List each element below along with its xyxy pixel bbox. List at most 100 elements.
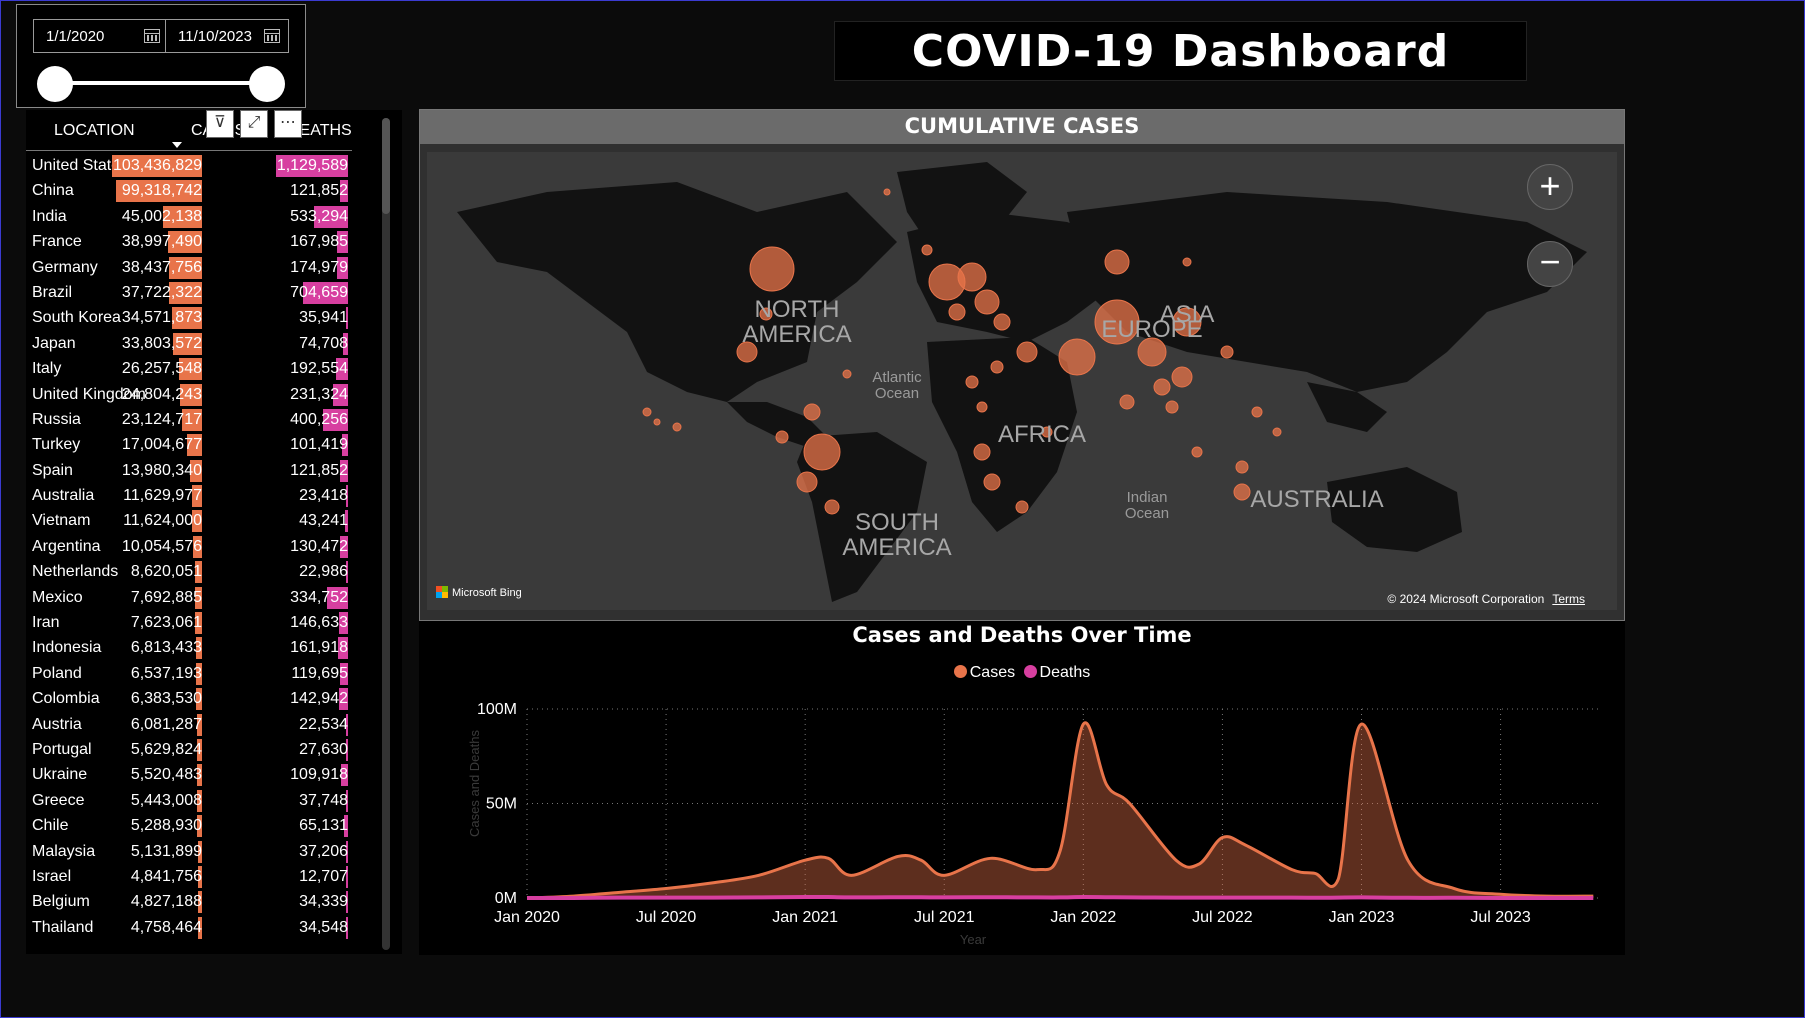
case-bubble[interactable] [993,313,1011,331]
case-bubble[interactable] [1191,446,1203,458]
table-row[interactable]: Turkey 17,004,677 101,419 [26,433,356,458]
case-bubble[interactable] [1251,406,1263,418]
case-bubble[interactable] [1165,400,1179,414]
map-canvas[interactable]: NORTH AMERICA SOUTH AMERICA EUROPE AFRICA ASIA… [427,152,1617,610]
zoom-in-button[interactable]: + [1527,164,1573,210]
slider-start-handle[interactable] [37,66,73,102]
case-bubble[interactable] [921,244,933,256]
case-bubble[interactable] [672,422,682,432]
case-bubble[interactable] [948,303,966,321]
case-bubble[interactable] [1220,345,1234,359]
world-map[interactable]: NORTH AMERICA SOUTH AMERICA EUROPE AFRICA ASIA… [427,152,1617,610]
case-bubble[interactable] [749,246,795,292]
cases-line[interactable] [526,721,1594,900]
table-scrollbar[interactable] [382,118,390,950]
table-row[interactable]: Chile 5,288,930 65,131 [26,814,356,839]
table-row[interactable]: Japan 33,803,572 74,708 [26,332,356,357]
table-row[interactable]: Thailand 4,758,464 34,548 [26,916,356,941]
case-bubble[interactable] [1153,378,1171,396]
table-row[interactable]: South Korea 34,571,873 35,941 [26,306,356,331]
case-bubble[interactable] [775,430,789,444]
case-bubble[interactable] [653,418,661,426]
case-bubble[interactable] [1015,500,1029,514]
deaths-line[interactable] [527,895,1594,900]
case-bubble[interactable] [1272,427,1282,437]
table-row[interactable]: Argentina 10,054,576 130,472 [26,535,356,560]
date-slider-track[interactable] [55,81,267,85]
case-bubble[interactable] [1104,249,1130,275]
case-bubble[interactable] [1041,426,1053,438]
table-row[interactable]: Germany 38,437,756 174,979 [26,256,356,281]
case-bubble[interactable] [883,188,891,196]
table-row[interactable]: Belgium 4,827,188 34,339 [26,890,356,915]
table-row[interactable]: Mexico 7,692,885 334,752 [26,586,356,611]
table-row[interactable]: Italy 26,257,548 192,554 [26,357,356,382]
table-row[interactable]: Colombia 6,383,530 142,942 [26,687,356,712]
sort-descending-icon[interactable] [172,142,182,148]
table-row[interactable]: Malaysia 5,131,899 37,206 [26,840,356,865]
table-row[interactable]: Russia 23,124,717 400,256 [26,408,356,433]
header-deaths[interactable]: DEATHS [288,122,352,139]
case-bubble[interactable] [842,369,852,379]
end-date-input[interactable]: 11/10/2023 [165,19,289,53]
slider-end-handle[interactable] [249,66,285,102]
case-bubble[interactable] [759,307,773,321]
filter-icon[interactable]: ⊽ [206,110,234,138]
case-bubble[interactable] [1233,483,1251,501]
case-bubble[interactable] [824,499,840,515]
table-row[interactable]: Brazil 37,722,322 704,659 [26,281,356,306]
case-bubble[interactable] [1119,394,1135,410]
table-row[interactable]: Israel 4,841,756 12,707 [26,865,356,890]
table-row[interactable]: United Kingdom 24,804,243 231,324 [26,383,356,408]
table-row[interactable]: United States 103,436,829 1,129,589 [26,154,356,179]
case-bubble[interactable] [965,375,979,389]
table-row[interactable]: Australia 11,629,977 23,418 [26,484,356,509]
header-location[interactable]: LOCATION [54,122,135,139]
case-bubble[interactable] [983,473,1001,491]
case-bubble[interactable] [1137,337,1167,367]
case-bubble[interactable] [976,401,988,413]
table-row[interactable]: Portugal 5,629,824 27,630 [26,738,356,763]
case-bubble[interactable] [1182,257,1192,267]
cases-databar [197,815,202,838]
case-bubble[interactable] [803,433,841,471]
calendar-icon[interactable] [144,29,160,43]
bing-attribution[interactable]: Microsoft Bing [436,586,522,599]
table-row[interactable]: Iran 7,623,061 146,633 [26,611,356,636]
case-bubble[interactable] [796,471,818,493]
legend-item-deaths[interactable]: Deaths [1023,664,1090,681]
case-bubble[interactable] [642,407,652,417]
more-options-icon[interactable]: ⋯ [274,110,302,138]
table-row[interactable]: Austria 6,081,287 22,534 [26,713,356,738]
table-row[interactable]: Ukraine 5,520,483 109,918 [26,763,356,788]
terms-link[interactable]: Terms [1552,592,1585,606]
calendar-icon[interactable] [264,29,280,43]
start-date-input[interactable]: 1/1/2020 [33,19,169,53]
case-bubble[interactable] [1058,338,1096,376]
table-row[interactable]: France 38,997,490 167,985 [26,230,356,255]
case-bubble[interactable] [974,289,1000,315]
case-bubble[interactable] [803,403,821,421]
case-bubble[interactable] [990,360,1004,374]
legend-item-cases[interactable]: Cases [953,664,1015,681]
case-bubble[interactable] [1171,366,1193,388]
table-scrollbar-thumb[interactable] [382,118,390,214]
table-row[interactable]: Poland 6,537,193 119,695 [26,662,356,687]
chart-plot[interactable]: 0M 50M 100M Jan 2020 Jul 2020 Jan 2021 Jul 202… [419,621,1625,955]
table-row[interactable]: Netherlands 8,620,051 22,986 [26,560,356,585]
table-row[interactable]: Indonesia 6,813,433 161,918 [26,636,356,661]
table-row[interactable]: Vietnam 11,624,000 43,241 [26,509,356,534]
case-bubble[interactable] [957,262,987,292]
table-row[interactable]: Greece 5,443,008 37,748 [26,789,356,814]
table-row[interactable]: India 45,002,138 533,294 [26,205,356,230]
case-bubble[interactable] [973,443,991,461]
case-bubble[interactable] [1235,460,1249,474]
case-bubble[interactable] [1172,307,1202,337]
case-bubble[interactable] [1016,341,1038,363]
table-row[interactable]: China 99,318,742 121,852 [26,179,356,204]
case-bubble[interactable] [736,341,758,363]
focus-mode-icon[interactable]: ⤢ [240,110,268,138]
case-bubble[interactable] [1094,299,1140,345]
table-row[interactable]: Spain 13,980,340 121,852 [26,459,356,484]
zoom-out-button[interactable]: − [1527,241,1573,287]
